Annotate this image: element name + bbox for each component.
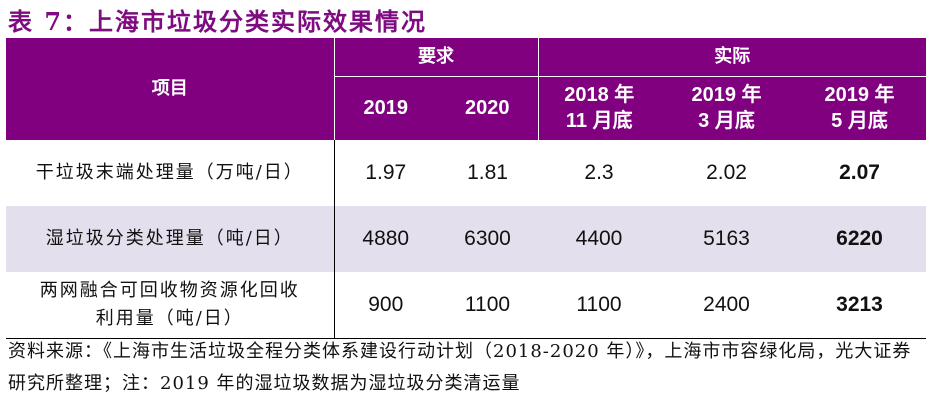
- table-row: 干垃圾末端处理量（万吨/日） 1.97 1.81 2.3 2.02 2.07: [6, 140, 926, 206]
- header-line: 2019 年: [691, 84, 762, 107]
- header-line: 3 月底: [698, 110, 755, 133]
- cell: 4400: [538, 206, 660, 272]
- header-line: 11 月底: [565, 110, 633, 133]
- header-col-2019-3: 2019 年 3 月底: [660, 76, 793, 140]
- table-row: 湿垃圾分类处理量（吨/日） 4880 6300 4400 5163 6220: [6, 206, 927, 272]
- header-col-2019: 2019: [333, 76, 437, 140]
- header-col-2018-11: 2018 年 11 月底: [537, 76, 660, 140]
- cell: 5163: [660, 206, 793, 272]
- header-item: 项目: [6, 38, 334, 140]
- table-title: 表 7：上海市垃圾分类实际效果情况: [8, 7, 428, 36]
- header-line: 5 月底: [831, 110, 888, 133]
- data-table: 项目 要求 实际 2019 2020 2018 年 11 月底 2019 年 3 月…: [6, 38, 927, 339]
- table-row: 两网融合可回收物资源化回收 利用量（吨/日） 900 1100 1100 2400…: [6, 272, 927, 339]
- cell: 1100: [437, 272, 538, 339]
- row-label: 干垃圾末端处理量（万吨/日）: [6, 140, 335, 206]
- cell: 1.81: [467, 161, 508, 184]
- header-col-2020: 2020: [437, 76, 538, 140]
- cell: 2400: [660, 272, 793, 339]
- header-actual: 实际: [537, 38, 927, 77]
- header-required: 要求: [333, 38, 538, 77]
- row-label-line: 利用量（吨/日）: [95, 308, 244, 329]
- header-col-2019-5: 2019 年 5 月底: [793, 76, 927, 140]
- cell: 3213: [793, 272, 927, 339]
- cell: 6300: [437, 206, 538, 272]
- row-label-line: 两网融合可回收物资源化回收: [39, 280, 300, 301]
- cell: 900: [334, 272, 437, 339]
- cell: 2.02: [706, 161, 747, 184]
- cell: 1.97: [365, 161, 407, 184]
- header-line: 2018 年: [564, 84, 635, 107]
- cell: 2.3: [584, 161, 614, 184]
- cell: 4880: [334, 206, 437, 272]
- footnote: 资料来源：《上海市生活垃圾全程分类体系建设行动计划（2018-2020 年）》，…: [8, 341, 912, 394]
- row-label: 湿垃圾分类处理量（吨/日）: [6, 206, 335, 272]
- header-line: 2019 年: [824, 84, 895, 107]
- row-label: 两网融合可回收物资源化回收 利用量（吨/日）: [6, 272, 335, 339]
- cell: 1100: [538, 272, 660, 339]
- cell: 2.07: [839, 161, 880, 184]
- cell: 6220: [793, 206, 927, 272]
